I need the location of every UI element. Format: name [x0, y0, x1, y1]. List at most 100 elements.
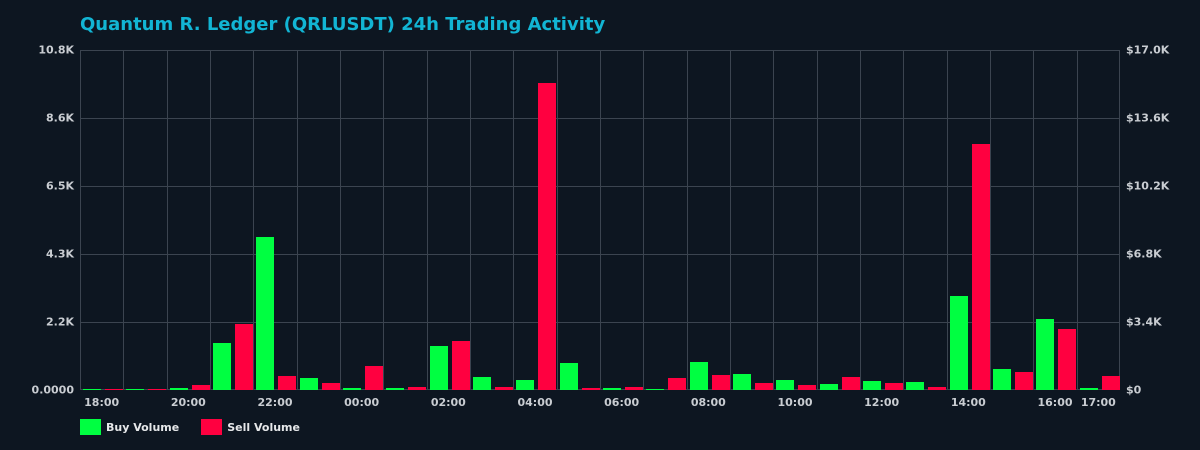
v-gridline: [860, 50, 861, 390]
sell-volume-bar[interactable]: [928, 386, 947, 390]
legend-swatch-icon: [80, 419, 101, 435]
buy-volume-bar[interactable]: [1036, 319, 1055, 390]
x-tick-label: 06:00: [604, 396, 640, 409]
sell-volume-bar[interactable]: [538, 83, 557, 390]
sell-volume-bar[interactable]: [105, 389, 123, 390]
sell-volume-bar[interactable]: [1101, 375, 1120, 390]
v-gridline: [1033, 50, 1035, 390]
v-gridline: [816, 50, 818, 390]
buy-volume-bar[interactable]: [256, 237, 275, 390]
sell-volume-bar[interactable]: [625, 387, 643, 390]
v-gridline: [253, 50, 255, 390]
x-tick-label: 22:00: [257, 396, 293, 409]
x-tick-label: 08:00: [690, 396, 726, 409]
y-right-tick: $10.2K: [1126, 179, 1170, 193]
legend-item-buy[interactable]: Buy Volume: [80, 419, 179, 435]
sell-volume-bar[interactable]: [1015, 372, 1033, 390]
sell-volume-bar[interactable]: [408, 387, 427, 390]
buy-volume-bar[interactable]: [559, 362, 578, 390]
x-tick-label: 12:00: [864, 396, 900, 409]
sell-volume-bar[interactable]: [191, 385, 210, 390]
chart-title: Quantum R. Ledger (QRLUSDT) 24h Trading …: [80, 14, 606, 35]
x-tick-label: 20:00: [170, 396, 206, 409]
plot-area: [80, 50, 1120, 390]
legend-label: Sell Volume: [227, 420, 300, 434]
x-tick-label: 00:00: [344, 396, 380, 409]
legend-item-sell[interactable]: Sell Volume: [201, 419, 300, 435]
sell-volume-bar[interactable]: [971, 144, 990, 390]
v-gridline: [600, 50, 601, 390]
v-gridline: [296, 50, 298, 390]
buy-volume-bar[interactable]: [299, 378, 318, 390]
x-tick-label: 17:00: [1080, 396, 1116, 409]
y-right-tick: $17.0K: [1126, 43, 1170, 57]
buy-volume-bar[interactable]: [429, 345, 448, 390]
y-left-tick: 4.3K: [45, 247, 74, 261]
y-left-tick: 2.2K: [45, 315, 74, 329]
sell-volume-bar[interactable]: [581, 388, 600, 390]
v-gridline: [340, 50, 341, 390]
buy-volume-bar[interactable]: [993, 368, 1011, 390]
v-gridline: [730, 50, 731, 390]
y-left-tick: 10.8K: [38, 43, 74, 57]
buy-volume-bar[interactable]: [603, 388, 621, 390]
y-right-tick: $0: [1126, 383, 1142, 397]
v-gridline: [903, 50, 905, 390]
sell-volume-bar[interactable]: [755, 383, 773, 390]
buy-volume-bar[interactable]: [863, 381, 881, 390]
sell-volume-bar[interactable]: [495, 387, 513, 390]
buy-volume-bar[interactable]: [949, 295, 968, 390]
y-right-tick: $6.8K: [1126, 247, 1162, 261]
x-tick-label: 02:00: [430, 396, 466, 409]
sell-volume-bar[interactable]: [1058, 328, 1077, 390]
buy-volume-bar[interactable]: [1079, 387, 1098, 390]
x-tick-label: 16:00: [1037, 396, 1073, 409]
x-tick-label: 18:00: [84, 396, 120, 409]
y-right-tick: $3.4K: [1126, 315, 1162, 329]
sell-volume-bar[interactable]: [365, 365, 383, 390]
buy-volume-bar[interactable]: [343, 388, 361, 390]
buy-volume-bar[interactable]: [386, 388, 405, 390]
sell-volume-bar[interactable]: [148, 389, 167, 390]
v-gridline: [383, 50, 385, 390]
buy-volume-bar[interactable]: [83, 389, 101, 390]
buy-volume-bar[interactable]: [213, 342, 231, 390]
y-right-tick: $13.6K: [1126, 111, 1170, 125]
x-tick-label: 10:00: [777, 396, 813, 409]
sell-volume-bar[interactable]: [321, 383, 340, 390]
v-gridline: [426, 50, 428, 390]
v-gridline: [643, 50, 645, 390]
sell-volume-bar[interactable]: [668, 378, 687, 390]
buy-volume-bar[interactable]: [126, 389, 145, 390]
y-left-tick: 0.0000: [31, 383, 74, 397]
y-left-tick: 8.6K: [45, 111, 74, 125]
sell-volume-bar[interactable]: [798, 384, 817, 390]
x-tick-label: 04:00: [517, 396, 553, 409]
v-gridline: [166, 50, 168, 390]
buy-volume-bar[interactable]: [776, 379, 795, 390]
sell-volume-bar[interactable]: [451, 341, 470, 390]
sell-volume-bar[interactable]: [885, 383, 903, 390]
v-gridline: [773, 50, 775, 390]
legend-label: Buy Volume: [106, 420, 180, 434]
buy-volume-bar[interactable]: [689, 361, 708, 390]
sell-volume-bar[interactable]: [841, 376, 860, 390]
buy-volume-bar[interactable]: [819, 383, 838, 390]
buy-volume-bar[interactable]: [473, 376, 491, 390]
v-gridline: [990, 50, 991, 390]
buy-volume-bar[interactable]: [516, 379, 535, 390]
x-tick-label: 14:00: [950, 396, 986, 409]
v-gridline: [513, 50, 515, 390]
v-gridline: [946, 50, 948, 390]
sell-volume-bar[interactable]: [278, 375, 297, 390]
v-gridline: [123, 50, 125, 390]
v-gridline: [470, 50, 471, 390]
sell-volume-bar[interactable]: [711, 374, 730, 390]
buy-volume-bar[interactable]: [646, 389, 665, 390]
v-gridline: [556, 50, 558, 390]
buy-volume-bar[interactable]: [906, 381, 925, 390]
buy-volume-bar[interactable]: [733, 373, 751, 390]
buy-volume-bar[interactable]: [169, 388, 188, 390]
sell-volume-bar[interactable]: [235, 323, 253, 390]
legend-swatch-icon: [201, 419, 223, 435]
